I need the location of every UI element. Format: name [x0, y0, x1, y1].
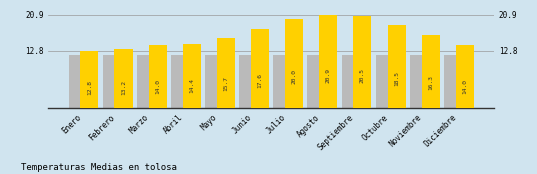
Text: 17.6: 17.6 [258, 73, 263, 88]
Bar [149, 45, 166, 108]
Text: 20.0: 20.0 [292, 69, 296, 84]
Text: 16.3: 16.3 [428, 75, 433, 90]
Bar [342, 55, 355, 108]
Text: 14.0: 14.0 [462, 78, 467, 93]
Bar [410, 55, 423, 108]
Bar [205, 55, 219, 108]
Text: 14.0: 14.0 [155, 78, 160, 93]
Bar [171, 55, 184, 108]
Bar [81, 51, 98, 108]
Bar [444, 55, 458, 108]
Text: 20.5: 20.5 [360, 68, 365, 83]
Bar [137, 55, 150, 108]
Text: 12.8: 12.8 [87, 80, 92, 95]
Bar [320, 15, 337, 108]
Bar [251, 29, 269, 108]
Bar [103, 55, 116, 108]
Text: 20.9: 20.9 [326, 68, 331, 83]
Bar [114, 49, 133, 108]
Bar [273, 55, 287, 108]
Bar [376, 55, 389, 108]
Bar [422, 35, 440, 108]
Bar [308, 55, 321, 108]
Bar [388, 25, 405, 108]
Bar [217, 38, 235, 108]
Bar [456, 45, 474, 108]
Bar [239, 55, 252, 108]
Text: 14.4: 14.4 [189, 78, 194, 93]
Text: Temperaturas Medias en tolosa: Temperaturas Medias en tolosa [21, 163, 177, 172]
Text: 15.7: 15.7 [223, 76, 228, 91]
Bar [353, 16, 372, 108]
Bar [285, 19, 303, 108]
Text: 13.2: 13.2 [121, 80, 126, 95]
Bar [183, 44, 201, 108]
Text: 18.5: 18.5 [394, 72, 399, 86]
Bar [69, 55, 82, 108]
